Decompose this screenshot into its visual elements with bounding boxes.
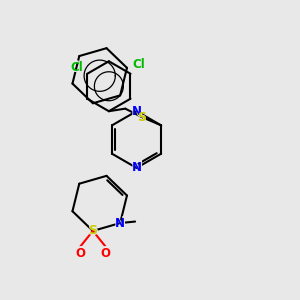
Text: S: S [136,110,147,124]
Text: Cl: Cl [70,61,83,74]
Text: N: N [130,104,143,119]
Text: N: N [132,161,142,174]
Text: N: N [132,105,142,118]
Text: N: N [130,160,143,175]
Text: Cl: Cl [131,57,147,72]
Text: S: S [88,224,98,237]
Text: N: N [114,215,126,230]
Text: O: O [74,245,87,260]
Text: S: S [137,110,146,124]
Text: Cl: Cl [68,60,84,75]
Text: O: O [99,245,112,260]
Text: O: O [100,247,110,260]
Text: S: S [87,224,98,238]
Text: N: N [115,217,125,230]
Text: O: O [75,247,85,260]
Text: Cl: Cl [133,58,146,71]
